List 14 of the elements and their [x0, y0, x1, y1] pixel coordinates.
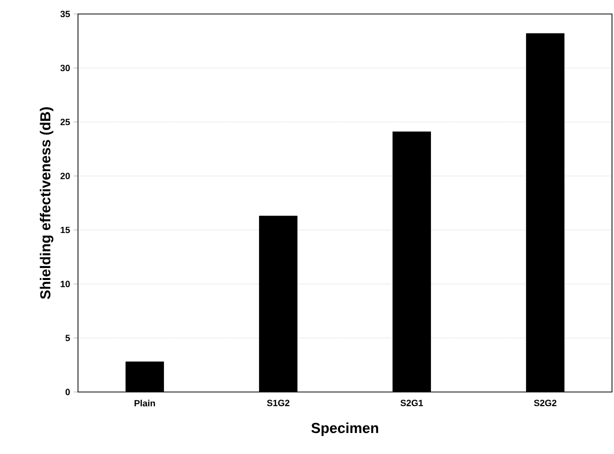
- x-tick-label: S2G2: [534, 400, 556, 406]
- x-tick-label: Plain: [134, 400, 155, 406]
- y-tick-label: 5: [65, 334, 70, 342]
- y-tick-label: 30: [60, 64, 70, 72]
- x-tick-label: S2G1: [400, 400, 423, 406]
- y-tick-label: 0: [66, 388, 70, 396]
- y-tick-label: 35: [60, 10, 70, 18]
- x-tick-label: S1G2: [267, 400, 290, 406]
- x-axis-title: Specimen: [311, 422, 378, 436]
- y-tick-label: 25: [60, 118, 70, 126]
- y-tick-label: 15: [60, 226, 70, 234]
- y-tick-label: 10: [60, 280, 70, 288]
- y-axis-title: Shielding effectiveness (dB): [40, 107, 54, 299]
- y-tick-label: 20: [60, 172, 70, 180]
